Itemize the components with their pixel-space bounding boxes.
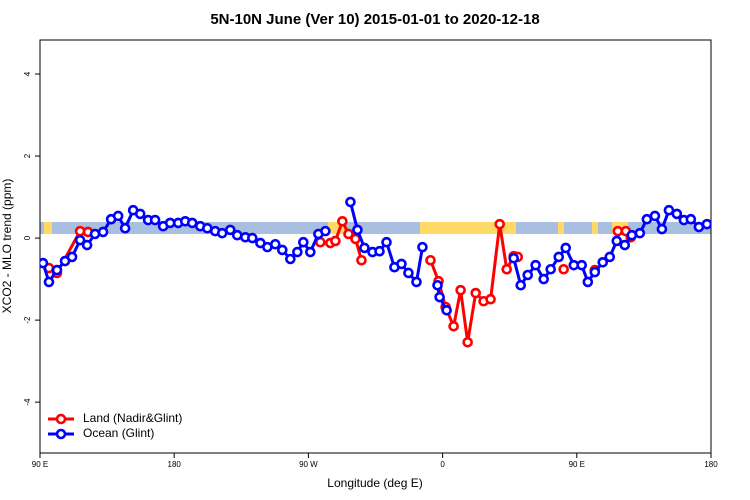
data-point xyxy=(352,224,363,236)
data-point xyxy=(597,256,609,268)
data-point xyxy=(619,239,631,251)
plot-area xyxy=(40,196,711,348)
data-point xyxy=(589,266,601,278)
y-tick-label: -4 xyxy=(23,398,32,406)
data-point xyxy=(277,244,288,256)
data-point xyxy=(455,284,466,296)
x-tick-label: 180 xyxy=(168,460,182,469)
x-tick-label: 90 E xyxy=(32,460,48,469)
data-point xyxy=(149,214,161,226)
data-point xyxy=(40,257,49,269)
data-point xyxy=(470,287,482,299)
data-point xyxy=(432,279,443,291)
land-band xyxy=(592,222,598,234)
data-point xyxy=(701,218,711,230)
land-band xyxy=(44,222,52,234)
legend-label: Land (Nadir&Glint) xyxy=(83,411,182,425)
data-point xyxy=(560,242,572,254)
data-point xyxy=(448,320,459,332)
data-point xyxy=(434,291,445,303)
data-point xyxy=(425,254,436,266)
data-point xyxy=(396,258,407,270)
legend-marker xyxy=(55,413,67,425)
legend-label: Ocean (Glint) xyxy=(83,426,154,440)
data-point xyxy=(81,239,93,251)
data-point xyxy=(374,245,385,257)
data-point xyxy=(508,252,520,264)
data-point xyxy=(538,273,549,285)
x-tick-label: 0 xyxy=(440,460,445,469)
x-axis-label: Longitude (deg E) xyxy=(327,476,422,490)
land-band xyxy=(558,222,564,234)
data-point xyxy=(671,208,683,220)
x-tick-label: 90 W xyxy=(299,460,318,469)
data-point xyxy=(285,253,296,265)
surface-band xyxy=(40,222,711,234)
data-point xyxy=(112,210,124,222)
data-point xyxy=(501,263,513,275)
legend-marker xyxy=(55,428,67,440)
data-point xyxy=(298,236,309,248)
data-point xyxy=(343,228,354,240)
data-point xyxy=(515,279,527,291)
data-point xyxy=(553,251,565,263)
data-point xyxy=(522,269,534,281)
y-tick-label: 2 xyxy=(23,153,32,158)
data-point xyxy=(356,254,367,266)
data-point xyxy=(558,263,569,275)
chart-title: 5N-10N June (Ver 10) 2015-01-01 to 2020-… xyxy=(210,11,539,28)
data-point xyxy=(305,246,316,258)
data-point xyxy=(320,225,331,237)
data-point xyxy=(403,267,414,279)
land-band xyxy=(420,222,516,234)
y-tick-label: -2 xyxy=(23,316,32,324)
y-axis-label: XCO2 - MLO trend (ppm) xyxy=(0,179,14,314)
data-point xyxy=(330,235,341,247)
data-point xyxy=(119,222,131,234)
data-point xyxy=(649,210,661,222)
data-point xyxy=(51,264,63,276)
data-point xyxy=(359,242,370,254)
data-point xyxy=(247,232,258,244)
y-tick-label: 0 xyxy=(23,235,32,240)
data-point xyxy=(337,215,348,227)
data-point xyxy=(224,224,236,236)
data-point xyxy=(381,236,392,248)
data-point xyxy=(292,246,303,258)
data-point xyxy=(345,196,356,208)
data-point xyxy=(411,276,422,288)
data-point xyxy=(462,336,473,348)
data-point xyxy=(66,251,78,263)
data-point xyxy=(626,229,638,241)
data-point xyxy=(134,208,146,220)
data-point xyxy=(97,226,109,238)
data-point xyxy=(611,235,623,247)
data-point xyxy=(231,229,243,241)
data-point xyxy=(656,223,668,235)
data-point xyxy=(89,228,101,240)
data-point xyxy=(417,241,428,253)
data-point xyxy=(685,213,697,225)
data-point xyxy=(74,234,86,246)
data-point xyxy=(545,263,557,275)
plot-frame xyxy=(39,39,712,454)
data-point xyxy=(576,259,588,271)
x-tick-label: 90 E xyxy=(569,460,585,469)
data-point xyxy=(634,227,646,239)
data-point xyxy=(441,304,452,316)
ocean-band xyxy=(40,222,711,234)
data-point xyxy=(485,293,496,305)
x-tick-label: 180 xyxy=(704,460,718,469)
data-point xyxy=(582,276,594,288)
data-point xyxy=(269,238,281,250)
data-point xyxy=(663,204,675,216)
data-point xyxy=(494,218,506,230)
data-point xyxy=(43,276,55,288)
data-point xyxy=(604,251,616,263)
data-point xyxy=(530,259,541,271)
y-tick-label: 4 xyxy=(23,71,32,76)
